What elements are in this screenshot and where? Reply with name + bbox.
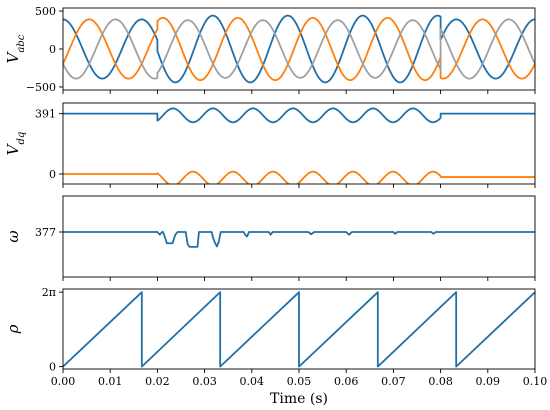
- y-axis-label: ρ: [4, 324, 22, 334]
- y-tick-label: 391: [35, 108, 56, 121]
- x-tick-label: 0.00: [51, 375, 76, 388]
- series-line-1: [63, 107, 535, 124]
- series-line-3: [63, 18, 535, 80]
- panel-4: 0 2π 0.00 0.01 0.02 0.03 0.04 0.05 0.06 0.07 0.08 0…: [4, 286, 547, 388]
- x-tick-label: 0.01: [98, 375, 123, 388]
- x-tick-label: 0.02: [145, 375, 170, 388]
- plot-frame: [62, 102, 536, 185]
- y-tick-label: 0: [49, 361, 56, 374]
- x-tick-label: 0.06: [334, 375, 359, 388]
- x-axis-label: Time (s): [270, 391, 328, 407]
- series-line-1: [63, 14, 535, 84]
- y-tick-label: −500: [26, 81, 56, 94]
- panel-3: 377 ω: [4, 195, 536, 281]
- y-axis-label: Vdq: [4, 132, 27, 156]
- panel-2: 391 0 Vdq: [4, 102, 536, 188]
- y-tick-label: 0: [49, 168, 56, 181]
- x-tick-label: 0.10: [523, 375, 548, 388]
- y-axis-label: ω: [4, 230, 22, 242]
- y-tick-label: 500: [35, 5, 56, 18]
- x-tick-label: 0.05: [287, 375, 312, 388]
- plot-frame: [62, 195, 536, 278]
- x-tick-label: 0.07: [381, 375, 406, 388]
- y-axis-label: Vabc: [4, 34, 27, 63]
- x-tick-label: 0.03: [192, 375, 217, 388]
- series-line-2: [63, 170, 535, 184]
- y-tick-label: 0: [49, 43, 56, 56]
- x-tick-label: 0.09: [476, 375, 501, 388]
- y-tick-label: 377: [35, 226, 56, 239]
- x-tick-label: 0.04: [240, 375, 265, 388]
- series-line-1: [63, 291, 535, 368]
- panel-1: 500 0 −500 Vabc: [4, 5, 536, 94]
- x-tick-label: 0.08: [428, 375, 453, 388]
- series-line-1: [63, 231, 535, 248]
- y-tick-label: 2π: [42, 286, 56, 299]
